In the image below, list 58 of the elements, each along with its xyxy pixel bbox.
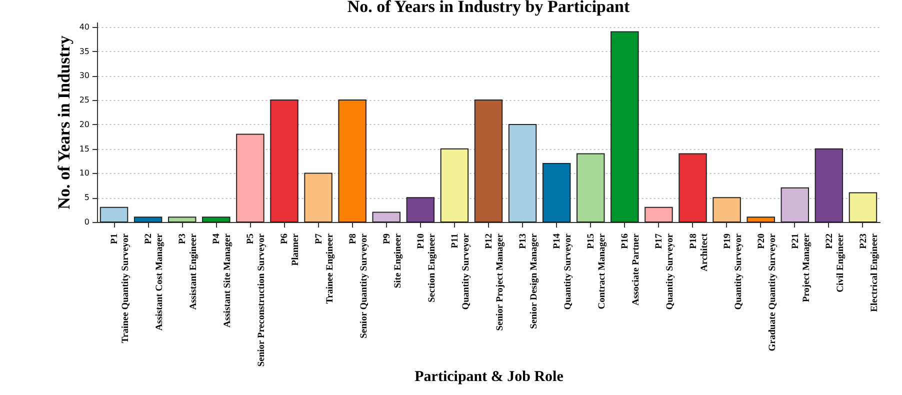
x-tick-label: P9 Site Engineer	[382, 232, 404, 288]
x-tick-label: P17 Quantity Surveyor	[654, 232, 676, 310]
x-tick-label: P10 Section Engineer	[416, 232, 438, 302]
bar	[542, 162, 571, 222]
x-tick-label: P13 Senior Design Manager	[518, 232, 540, 329]
bar	[338, 100, 366, 222]
bar	[576, 153, 605, 222]
bar	[100, 206, 128, 222]
x-tick-label: P21 Project Manager	[790, 232, 812, 302]
x-tick-label: P18 Architect	[688, 232, 710, 272]
x-tick-label: P6 Planner	[280, 232, 302, 266]
bar	[678, 153, 707, 222]
x-tick-label: P8 Senior Quantity Surveyor	[348, 232, 370, 338]
bar	[508, 124, 537, 222]
x-tick-label: P16 Associate Partner	[620, 232, 642, 306]
bar	[304, 172, 332, 222]
x-tick-label: P2 Assistant Cost Manager	[144, 232, 166, 331]
bar	[780, 187, 810, 222]
bar	[474, 100, 503, 222]
x-tick-label: P4 Assistant Site Manager	[212, 232, 234, 328]
x-tick-label: P14 Quantity Surveyor	[552, 232, 574, 310]
y-tick-label: 25	[79, 96, 90, 105]
bar	[440, 148, 469, 222]
y-tick-label: 5	[84, 193, 90, 202]
x-axis-title: Participant & Job Role	[414, 368, 564, 385]
y-tick-label: 0	[84, 218, 90, 226]
y-tick-label: 35	[79, 46, 90, 56]
bar	[814, 148, 844, 222]
y-tick-label: 40	[79, 22, 90, 32]
chart-title: No. of Years in Industry by Participant	[347, 0, 630, 16]
bar	[202, 216, 230, 222]
bar	[406, 197, 435, 222]
bar	[644, 206, 673, 222]
bar	[372, 212, 400, 222]
x-tick-label: P12 Senior Project Manager	[484, 232, 506, 331]
y-tick-label: 15	[79, 144, 90, 154]
bar	[134, 216, 162, 222]
bar	[746, 216, 775, 222]
x-tick-label: P11 Quantity Surveyor	[450, 232, 472, 310]
bar	[712, 197, 741, 222]
x-tick-label: P20 Graduate Quantity Surveyor	[756, 232, 778, 352]
y-axis-title: No. of Years in Industry	[54, 35, 74, 210]
bar	[270, 100, 298, 222]
y-tick-label: 20	[79, 120, 90, 129]
y-tick-label: 30	[79, 71, 90, 80]
x-tick-label: P19 Quantity Surveyor	[722, 232, 744, 310]
x-tick-label: P15 Contract Manager	[586, 232, 608, 310]
x-tick-label: P5 Senior Preconstruction Surveyor	[246, 232, 268, 367]
bar	[236, 134, 264, 222]
y-tick-label: 10	[79, 168, 90, 178]
bar	[610, 31, 639, 222]
bar	[848, 192, 878, 222]
x-tick-label: P23 Electrical Engineer	[858, 232, 880, 312]
x-tick-label: P7 Trainee Engineer	[314, 232, 336, 304]
x-tick-label: P22 Civil Engineer	[824, 232, 846, 292]
x-tick-label: P3 Assistant Engineer	[178, 232, 200, 310]
bar	[168, 216, 196, 222]
x-tick-label: P1 Trainee Quantity Surveyor	[110, 232, 132, 344]
